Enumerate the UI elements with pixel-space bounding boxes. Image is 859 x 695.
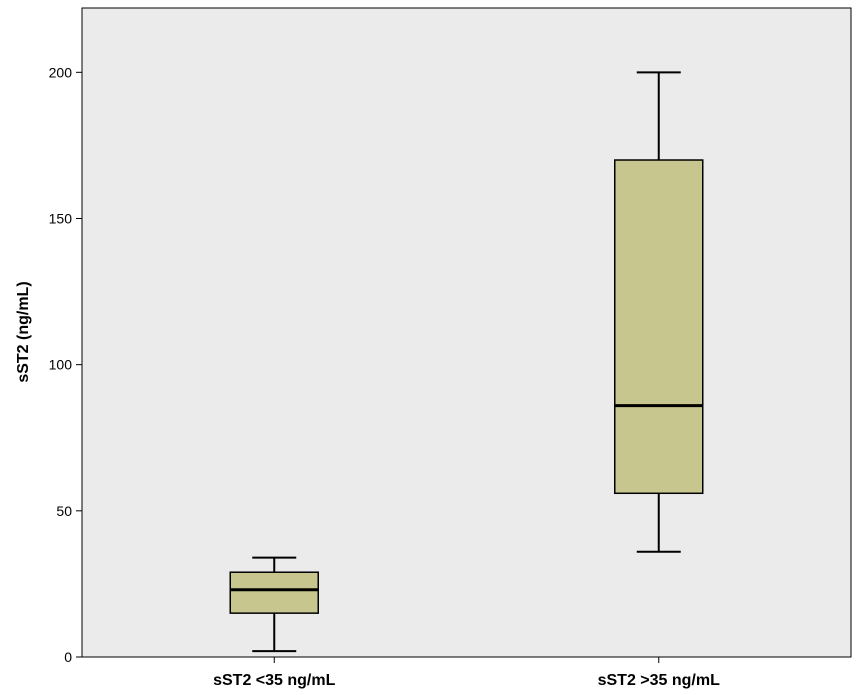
boxes-group: [229, 71, 704, 653]
iqr-box-0: [229, 571, 319, 614]
iqr-box-1: [614, 159, 704, 495]
plot-area: [81, 7, 852, 658]
box-0: [229, 556, 319, 653]
y-tick-label-4: 200: [49, 64, 73, 80]
y-axis-title: sST2 (ng/mL): [15, 281, 32, 382]
y-tick-label-3: 150: [49, 210, 73, 226]
x-tick-label-1: sST2 >35 ng/mL: [598, 672, 720, 689]
y-tick-label-2: 100: [49, 357, 73, 373]
x-tick-label-0: sST2 <35 ng/mL: [213, 672, 335, 689]
y-axis: 0 50 100 150 200: [49, 64, 82, 665]
box-1: [614, 71, 704, 553]
x-axis: sST2 <35 ng/mL sST2 >35 ng/mL: [213, 657, 720, 689]
y-tick-label-1: 50: [56, 503, 72, 519]
y-tick-label-0: 0: [64, 649, 72, 665]
